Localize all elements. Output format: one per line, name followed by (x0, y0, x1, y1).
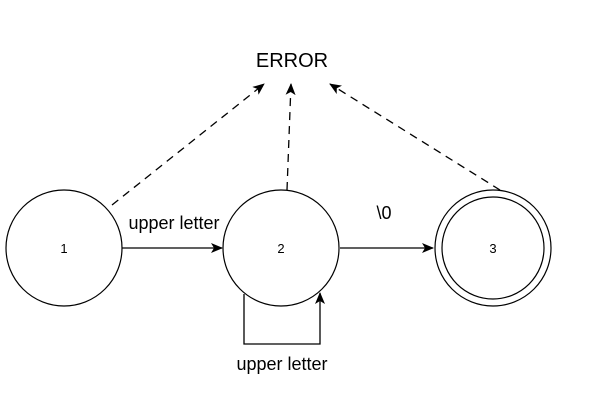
self-loop-2 (243, 292, 325, 345)
error-state-label: ERROR (256, 50, 328, 72)
state-1 (5, 189, 123, 307)
state-2 (222, 189, 340, 307)
self-loop-2-label: upper letter (236, 354, 327, 374)
state-3-label: 3 (489, 241, 496, 256)
edge-2-3-label: \0 (376, 203, 391, 223)
state-3-inner (441, 196, 545, 300)
edge-2-to-error (285, 83, 296, 191)
edge-3-to-error (329, 83, 501, 191)
edge-1-2-label: upper letter (128, 213, 219, 233)
edge-1-to-error (111, 83, 265, 206)
state-2-label: 2 (277, 241, 284, 256)
state-1-label: 1 (60, 241, 67, 256)
